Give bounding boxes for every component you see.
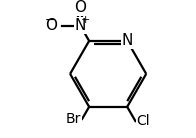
Text: O: O bbox=[45, 18, 57, 33]
Text: +: + bbox=[81, 15, 91, 25]
Text: N: N bbox=[122, 33, 133, 48]
Text: O: O bbox=[74, 0, 86, 15]
Text: Cl: Cl bbox=[137, 114, 150, 128]
Text: Br: Br bbox=[65, 112, 81, 126]
Text: N: N bbox=[74, 18, 86, 33]
Text: −: − bbox=[45, 14, 56, 27]
